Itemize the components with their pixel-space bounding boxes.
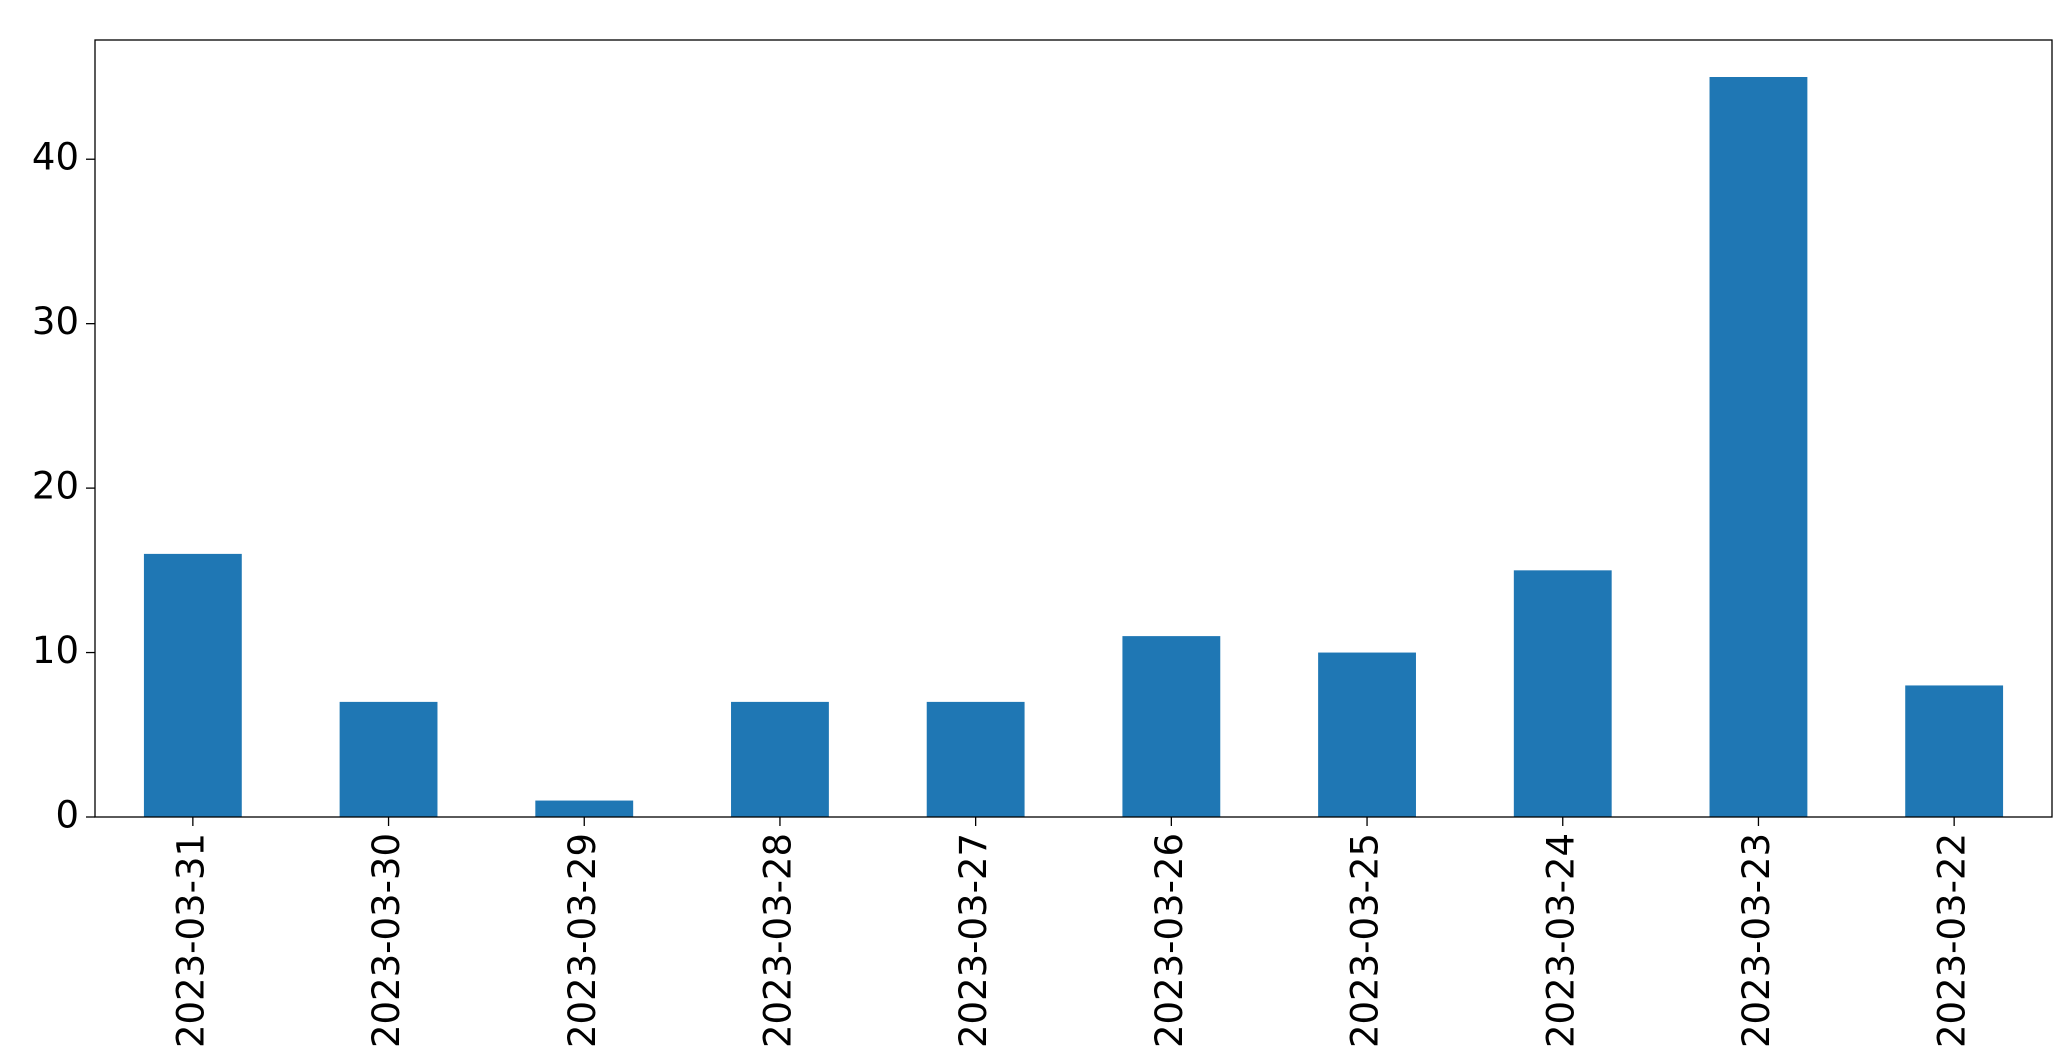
x-tick-label: 2023-03-30 <box>365 833 408 1048</box>
x-tick-label: 2023-03-22 <box>1931 833 1974 1048</box>
y-tick-label: 30 <box>32 300 79 343</box>
x-tick-label: 2023-03-23 <box>1735 833 1778 1048</box>
bar <box>926 701 1025 817</box>
x-tick-label: 2023-03-28 <box>756 833 799 1048</box>
bar <box>1122 636 1221 817</box>
bar <box>339 701 438 817</box>
x-tick-label: 2023-03-26 <box>1148 833 1191 1048</box>
bar <box>1513 570 1612 817</box>
bar <box>1905 685 2004 817</box>
bar <box>1709 77 1808 817</box>
x-tick-label: 2023-03-27 <box>952 833 995 1048</box>
bar <box>1318 652 1416 817</box>
y-tick-label: 20 <box>32 465 79 508</box>
y-tick-label: 0 <box>55 794 79 837</box>
bar <box>535 800 634 817</box>
x-tick-label: 2023-03-24 <box>1539 833 1582 1048</box>
plot-frame <box>94 39 2053 818</box>
x-tick-label: 2023-03-31 <box>169 833 212 1048</box>
x-tick-label: 2023-03-25 <box>1344 833 1387 1048</box>
bar <box>143 553 242 817</box>
bar <box>731 701 829 817</box>
y-tick-label: 10 <box>32 629 79 672</box>
y-tick-label: 40 <box>32 136 79 179</box>
x-tick-label: 2023-03-29 <box>561 833 604 1048</box>
